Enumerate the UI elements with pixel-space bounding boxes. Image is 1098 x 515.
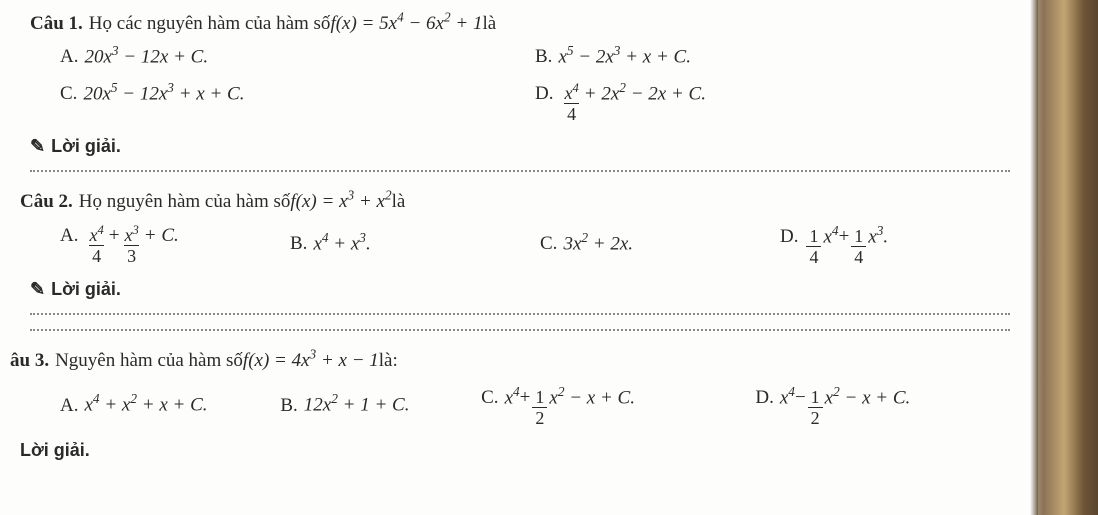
q1-option-b: B. x5 − 2x3 + x + C. <box>535 41 960 72</box>
q3-text-pre: Nguyên hàm của hàm số <box>55 347 243 376</box>
q2-option-a: A. x4 4 + x3 3 + C. <box>60 222 290 265</box>
q1-prompt: Câu 1. Họ các nguyên hàm của hàm số f(x)… <box>30 8 1010 39</box>
q2-options: A. x4 4 + x3 3 + C. B. x4 + x3. C. 3x2 +… <box>60 221 1010 270</box>
q1-row-cd: C. 20x5 − 12x3 + x + C. D. x4 4 + 2x2 − … <box>60 78 1010 127</box>
q2-label: Câu 2. <box>20 188 73 217</box>
dotted-divider <box>30 329 1010 331</box>
q3-label: âu 3. <box>10 347 49 376</box>
q3-option-b: B. 12x2 + 1 + C. <box>280 389 481 420</box>
q1-option-a: A. 20x3 − 12x + C. <box>60 41 485 72</box>
pen-icon: ✎ <box>30 133 45 160</box>
question-2: Câu 2. Họ nguyên hàm của hàm số f(x) = x… <box>30 186 1010 331</box>
q3-options: A. x4 + x2 + x + C. B. 12x2 + 1 + C. C. … <box>60 382 1010 431</box>
solution-label: ✎ Lời giải. <box>30 133 1010 160</box>
q2-text-post: là <box>392 188 406 217</box>
desk-edge <box>1030 0 1098 515</box>
q3-text-post: là: <box>379 347 398 376</box>
q1-label: Câu 1. <box>30 10 83 39</box>
q2-prompt: Câu 2. Họ nguyên hàm của hàm số f(x) = x… <box>20 186 1010 217</box>
solution-label: Lời giải. <box>20 437 1010 464</box>
q2-option-c: C. 3x2 + 2x. <box>540 228 780 259</box>
q3-func: f(x) = 4x3 + x − 1 <box>243 345 379 376</box>
q1-text-post: là <box>482 10 496 39</box>
exam-page: Câu 1. Họ các nguyên hàm của hàm số f(x)… <box>0 0 1030 515</box>
q3-option-d: D. x4 − 1 2 x2 − x + C. <box>755 382 1010 427</box>
q1-row-ab: A. 20x3 − 12x + C. B. x5 − 2x3 + x + C. <box>60 41 1010 76</box>
dotted-divider <box>30 313 1010 315</box>
q2-func: f(x) = x3 + x2 <box>290 186 391 217</box>
solution-label: ✎ Lời giải. <box>30 276 1010 303</box>
question-1: Câu 1. Họ các nguyên hàm của hàm số f(x)… <box>30 8 1010 172</box>
q1-text-pre: Họ các nguyên hàm của hàm số <box>89 10 331 39</box>
fraction: x4 4 <box>561 82 581 123</box>
dotted-divider <box>30 170 1010 172</box>
question-3: âu 3. Nguyên hàm của hàm số f(x) = 4x3 +… <box>30 345 1010 464</box>
q2-option-d: D. 1 4 x4 + 1 4 x3. <box>780 221 980 266</box>
q3-prompt: âu 3. Nguyên hàm của hàm số f(x) = 4x3 +… <box>10 345 1010 376</box>
pen-icon: ✎ <box>30 276 45 303</box>
q1-func: f(x) = 5x4 − 6x2 + 1 <box>330 8 482 39</box>
q3-option-a: A. x4 + x2 + x + C. <box>60 389 280 420</box>
q2-option-b: B. x4 + x3. <box>290 228 540 259</box>
q2-text-pre: Họ nguyên hàm của hàm số <box>79 188 291 217</box>
q1-option-d: D. x4 4 + 2x2 − 2x + C. <box>535 78 960 123</box>
q3-option-c: C. x4 + 1 2 x2 − x + C. <box>481 382 755 427</box>
q1-option-c: C. 20x5 − 12x3 + x + C. <box>60 78 485 123</box>
